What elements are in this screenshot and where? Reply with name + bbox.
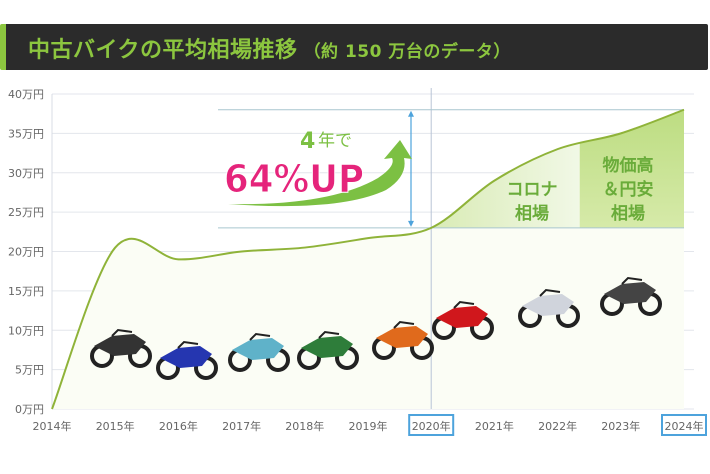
y-tick-label: 20万円 bbox=[8, 246, 44, 259]
motorcycle-icon bbox=[156, 340, 218, 380]
seat bbox=[177, 340, 199, 349]
x-tick-label: 2023年 bbox=[601, 419, 640, 433]
x-tick-label: 2018年 bbox=[285, 419, 324, 433]
highlight-box bbox=[661, 414, 707, 436]
seat bbox=[249, 332, 271, 341]
corona-label: コロナ bbox=[507, 180, 558, 200]
body bbox=[522, 294, 574, 316]
x-tick-label: 2014年 bbox=[33, 419, 72, 433]
motorcycle-icon bbox=[600, 276, 662, 316]
corona-label: 相場 bbox=[515, 203, 549, 224]
x-tick-label: 2019年 bbox=[349, 419, 388, 433]
y-tick-label: 15万円 bbox=[8, 285, 44, 298]
body bbox=[94, 334, 146, 356]
growth-arrow-icon bbox=[228, 140, 412, 207]
arrow-up-head-icon bbox=[408, 110, 414, 117]
seat bbox=[393, 320, 415, 329]
highlight-box bbox=[408, 414, 455, 436]
y-tick-label: 0万円 bbox=[15, 403, 44, 416]
seat bbox=[318, 330, 340, 339]
body bbox=[232, 338, 284, 360]
x-tick-label: 2021年 bbox=[475, 419, 514, 433]
seat bbox=[111, 328, 133, 337]
x-tick-label: 2017年 bbox=[222, 419, 261, 433]
motorcycle-icon bbox=[372, 320, 434, 360]
x-tick-label: 2024年 bbox=[665, 419, 704, 433]
y-tick-label: 5万円 bbox=[15, 364, 44, 377]
title-banner: 中古バイクの平均相場推移 （約 150 万台のデータ） bbox=[0, 24, 708, 70]
seat bbox=[539, 288, 561, 297]
annotation-growth: 64%UP bbox=[224, 157, 364, 201]
x-tick-label: 2016年 bbox=[159, 419, 198, 433]
x-tick-label: 2020年 bbox=[412, 419, 451, 433]
body bbox=[436, 306, 488, 328]
y-tick-label: 40万円 bbox=[8, 88, 44, 101]
inflation-label: 相場 bbox=[611, 203, 645, 224]
x-tick-label: 2015年 bbox=[96, 419, 135, 433]
inflation-label: ＆円安 bbox=[603, 179, 654, 200]
title-text: 中古バイクの平均相場推移 bbox=[28, 38, 298, 63]
y-tick-label: 25万円 bbox=[8, 206, 44, 219]
body bbox=[604, 282, 656, 304]
y-tick-label: 10万円 bbox=[8, 324, 44, 337]
inflation-label: 物価高 bbox=[603, 155, 654, 176]
motorcycle-icon bbox=[297, 330, 359, 370]
motorcycle-icon bbox=[518, 288, 580, 328]
arrow-down-head-icon bbox=[408, 220, 414, 227]
seat bbox=[453, 300, 475, 309]
y-tick-label: 30万円 bbox=[8, 167, 44, 180]
annotation-years: 4 bbox=[300, 129, 315, 154]
motorcycle-icon bbox=[432, 300, 494, 340]
corona-region bbox=[431, 109, 580, 228]
seat bbox=[621, 276, 643, 285]
body bbox=[160, 346, 212, 368]
x-tick-label: 2022年 bbox=[538, 419, 577, 433]
body bbox=[301, 336, 353, 358]
body bbox=[376, 326, 428, 348]
annotation-years-suffix: 年で bbox=[318, 131, 352, 151]
motorcycle-icon bbox=[90, 328, 152, 368]
y-tick-label: 35万円 bbox=[8, 127, 44, 140]
chart-title: 中古バイクの平均相場推移 （約 150 万台のデータ） bbox=[28, 32, 511, 64]
motorcycle-icon bbox=[228, 332, 290, 372]
chart-subtitle: （約 150 万台のデータ） bbox=[303, 42, 511, 62]
series-line bbox=[51, 108, 685, 410]
